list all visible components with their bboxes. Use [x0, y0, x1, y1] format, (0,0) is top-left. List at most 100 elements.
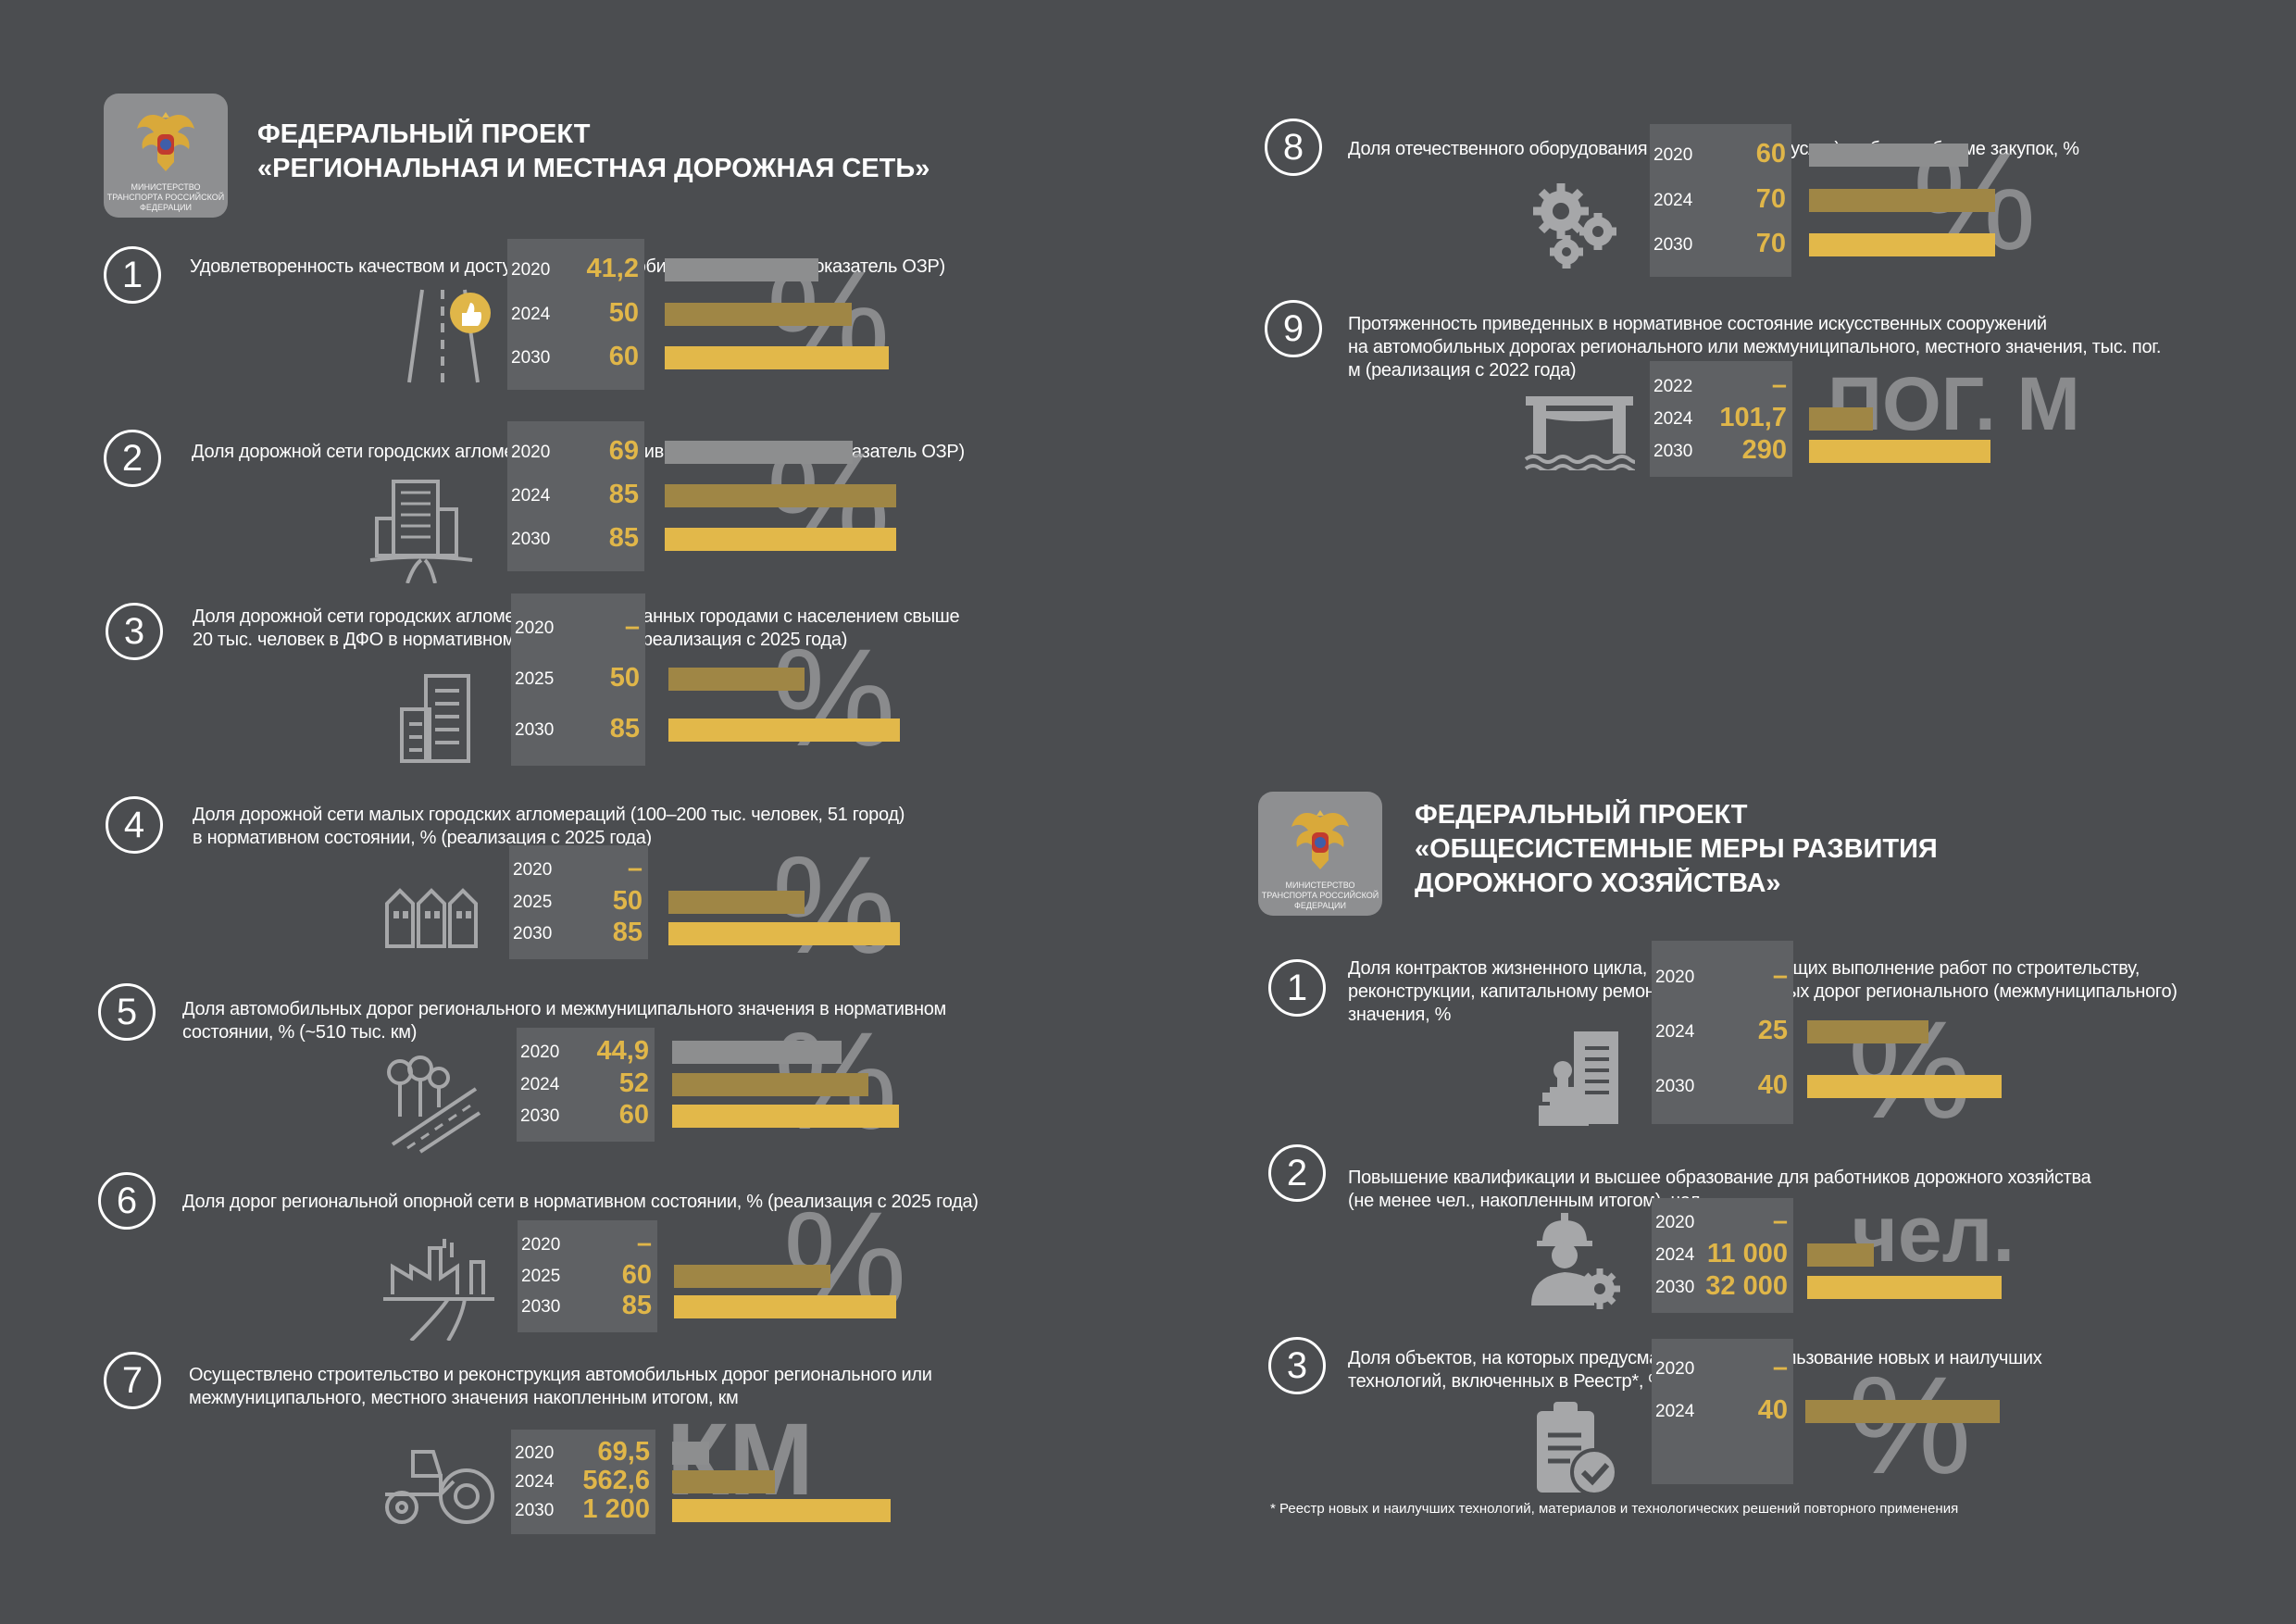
year-label: 2020 [520, 1043, 560, 1063]
indicator-value: 69 [608, 435, 639, 466]
year-label: 2030 [1655, 1077, 1695, 1097]
indicator-description: Доля автомобильных дорог регионального и… [182, 998, 946, 1044]
value-bar [674, 1295, 896, 1319]
indicator-value: 85 [608, 523, 639, 554]
indicator-value: 41,2 [586, 253, 639, 283]
year-label: 2020 [513, 860, 553, 881]
project2-title-line1: ФЕДЕРАЛЬНЫЙ ПРОЕКТ [1415, 800, 1748, 830]
indicator-value: 60 [1755, 139, 1786, 169]
year-label: 2030 [515, 1500, 555, 1520]
values-panel [507, 239, 644, 390]
indicator-number: 5 [98, 983, 156, 1041]
indicator-description-line: Доля автомобильных дорог регионального и… [182, 999, 946, 1019]
indicator-value: 85 [612, 917, 643, 947]
value-bar [1807, 1020, 1928, 1043]
project1-title: ФЕДЕРАЛЬНЫЙ ПРОЕКТ «РЕГИОНАЛЬНАЯ И МЕСТН… [257, 118, 930, 186]
year-label: 2024 [1655, 1401, 1695, 1421]
indicator-value: 60 [608, 342, 639, 372]
office-building-icon [389, 667, 491, 773]
year-label: 2020 [515, 1443, 555, 1463]
indicator-value: 85 [608, 480, 639, 509]
indicator-description: Доля дорог региональной опорной сети в н… [182, 1191, 979, 1214]
values-panel [517, 1028, 655, 1142]
indicator-number: 7 [104, 1352, 161, 1409]
indicator-number: 8 [1265, 119, 1322, 176]
year-label: 2024 [511, 304, 551, 324]
indicator-value: 562,6 [582, 1465, 650, 1495]
values-panel [1650, 361, 1792, 477]
indicator-value: 70 [1755, 183, 1786, 214]
footnote: * Реестр новых и наилучших технологий, м… [1270, 1501, 1959, 1517]
year-label: 2030 [1655, 1277, 1695, 1297]
value-bar [665, 440, 853, 464]
indicator-value: 101,7 [1719, 402, 1787, 432]
value-bar [1809, 144, 1968, 168]
indicator-value: – [1772, 1206, 1788, 1237]
value-bar [1805, 1399, 2000, 1423]
year-label: 2020 [1655, 967, 1695, 987]
unit-watermark: ПОГ. М [1828, 362, 2080, 446]
year-label: 2020 [1655, 1358, 1695, 1379]
indicator-number: 6 [98, 1172, 156, 1230]
emblem-caption: МИНИСТЕРСТВО ТРАНСПОРТА РОССИЙСКОЙ ФЕДЕР… [1261, 881, 1379, 910]
indicator-value: 40 [1757, 1070, 1788, 1101]
unit-watermark: чел. [1852, 1190, 2015, 1279]
indicator-number: 4 [106, 796, 163, 854]
eagle-emblem-icon [1292, 810, 1349, 869]
year-label: 2024 [511, 486, 551, 506]
indicator-number: 2 [1268, 1144, 1326, 1202]
value-bar [665, 257, 818, 281]
contract-stamp-icon [1537, 1028, 1629, 1134]
indicator-value: 85 [609, 714, 640, 744]
year-label: 2024 [1655, 1022, 1695, 1042]
houses-icon [383, 876, 485, 955]
indicator-description: Осуществлено строительство и реконструкц… [189, 1364, 932, 1410]
indicator-value: – [636, 1228, 652, 1258]
value-bar [672, 1104, 899, 1128]
indicator-value: 50 [612, 885, 643, 916]
indicator-description-line: значения, % [1348, 1005, 1452, 1025]
indicator-value: – [1772, 960, 1788, 991]
road-thumbs-up-icon [389, 285, 491, 392]
value-bar [672, 1072, 868, 1096]
indicator-value: 70 [1755, 228, 1786, 258]
indicator-description: Протяженность приведенных в нормативное … [1348, 313, 2161, 382]
road-roller-icon [376, 1439, 496, 1536]
year-label: 2030 [1653, 441, 1693, 461]
values-panel [1652, 941, 1793, 1124]
year-label: 2024 [520, 1074, 560, 1094]
gears-icon [1528, 178, 1620, 275]
indicator-value: 52 [618, 1068, 649, 1098]
value-bar [1809, 439, 1990, 463]
indicator-description-line: на автомобильных дорогах регионального и… [1348, 337, 2162, 357]
indicator-value: 11 000 [1706, 1239, 1788, 1268]
value-bar [672, 1469, 775, 1493]
indicator-description-line: состоянии, % (~510 тыс. км) [182, 1022, 418, 1043]
indicator-description-line: Осуществлено строительство и реконструкц… [189, 1365, 932, 1385]
indicator-value: 69,5 [597, 1436, 650, 1467]
indicator-description-line: Доля дорожной сети малых городских аглом… [193, 805, 905, 825]
year-label: 2030 [513, 923, 553, 943]
value-bar [672, 1041, 842, 1065]
eagle-emblem-icon [137, 112, 194, 171]
factory-road-icon [383, 1230, 494, 1345]
indicator-description-line: межмуниципального, местного значения нак… [189, 1388, 739, 1408]
indicator-description-line: Протяженность приведенных в нормативное … [1348, 314, 2047, 334]
indicator-number: 1 [104, 246, 161, 304]
project1-title-line2: «РЕГИОНАЛЬНАЯ И МЕСТНАЯ ДОРОЖНАЯ СЕТЬ» [257, 154, 930, 183]
indicator-value: 32 000 [1705, 1270, 1788, 1301]
values-panel [1652, 1339, 1793, 1484]
indicator-value: – [624, 611, 640, 642]
trees-road-icon [383, 1052, 485, 1158]
values-panel [507, 421, 644, 571]
year-label: 2020 [511, 442, 551, 462]
indicator-description-line: Доля дорог региональной опорной сети в н… [182, 1192, 979, 1212]
year-label: 2030 [511, 348, 551, 369]
year-label: 2030 [511, 530, 551, 550]
indicator-value: 50 [608, 297, 639, 328]
project2-title: ФЕДЕРАЛЬНЫЙ ПРОЕКТ «ОБЩЕСИСТЕМНЫЕ МЕРЫ Р… [1415, 798, 1938, 901]
indicator-description-line: Повышение квалификации и высшее образова… [1348, 1168, 2091, 1188]
year-label: 2022 [1653, 376, 1693, 396]
values-panel [1650, 124, 1791, 277]
unit-watermark: % [1848, 1347, 1972, 1503]
